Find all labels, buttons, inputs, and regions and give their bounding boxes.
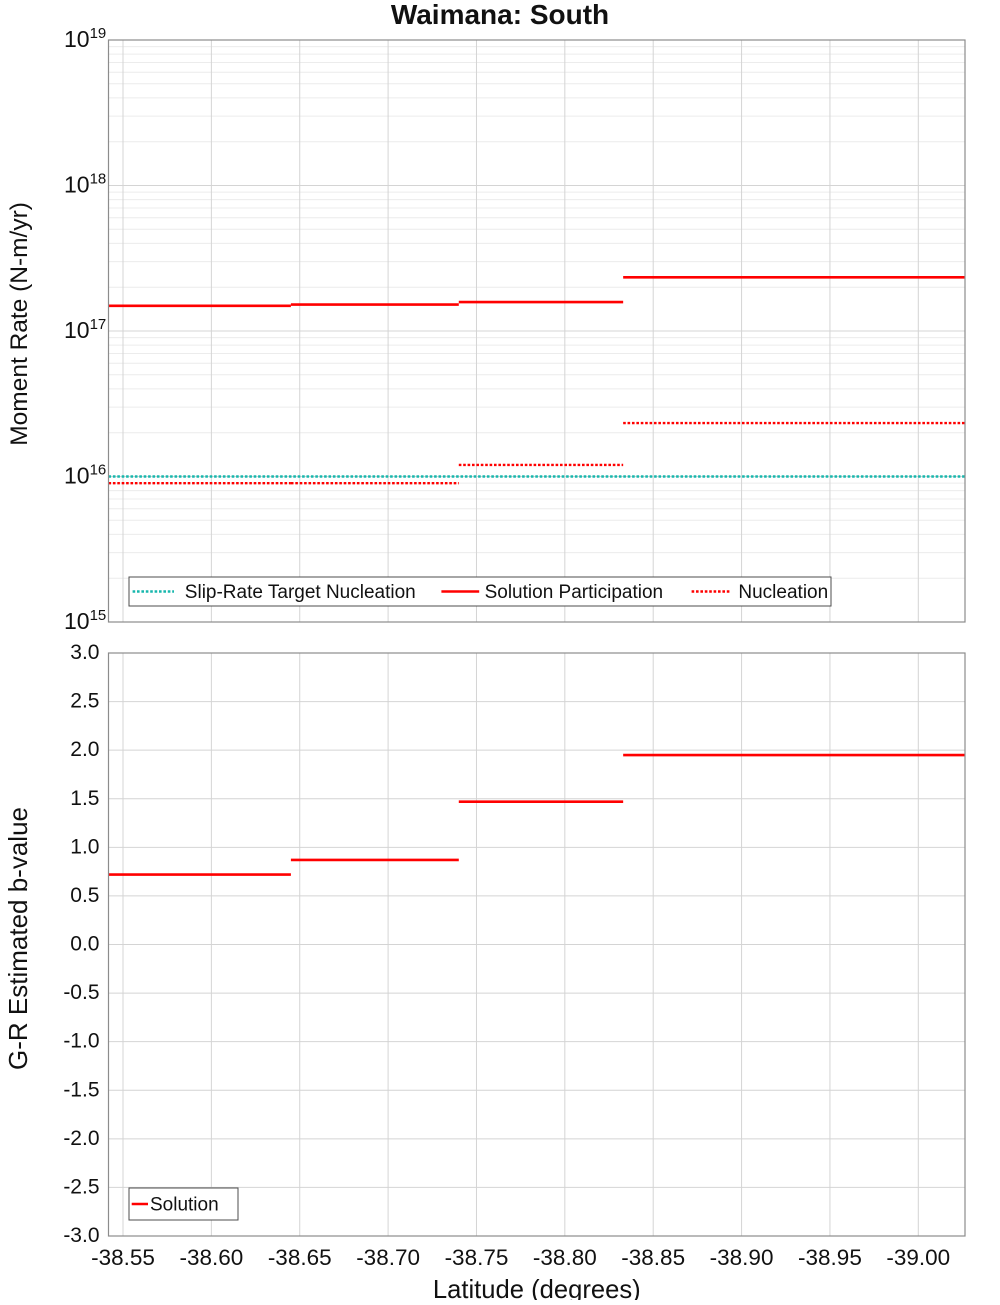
svg-text:3.0: 3.0 — [70, 641, 99, 664]
svg-text:-3.0: -3.0 — [63, 1224, 99, 1247]
svg-text:0.0: 0.0 — [70, 933, 99, 956]
svg-text:-38.60: -38.60 — [179, 1245, 243, 1270]
svg-text:-38.80: -38.80 — [533, 1245, 597, 1270]
svg-text:2.0: 2.0 — [70, 738, 99, 761]
svg-text:-1.0: -1.0 — [63, 1030, 99, 1053]
svg-text:Moment Rate (N-m/yr): Moment Rate (N-m/yr) — [6, 202, 33, 446]
svg-text:-38.85: -38.85 — [621, 1245, 685, 1270]
svg-text:-38.90: -38.90 — [710, 1245, 774, 1270]
svg-text:1.5: 1.5 — [70, 787, 99, 810]
svg-text:-1.5: -1.5 — [63, 1078, 99, 1101]
svg-text:0.5: 0.5 — [70, 884, 99, 907]
svg-text:-38.75: -38.75 — [445, 1245, 509, 1270]
svg-text:-38.65: -38.65 — [268, 1245, 332, 1270]
svg-text:-38.70: -38.70 — [356, 1245, 420, 1270]
svg-text:-2.0: -2.0 — [63, 1127, 99, 1150]
svg-text:G-R Estimated b-value: G-R Estimated b-value — [3, 807, 33, 1070]
svg-text:Latitude (degrees): Latitude (degrees) — [433, 1276, 641, 1300]
svg-text:-38.55: -38.55 — [91, 1245, 155, 1270]
svg-text:2.5: 2.5 — [70, 690, 99, 713]
svg-text:-2.5: -2.5 — [63, 1175, 99, 1198]
svg-text:1.0: 1.0 — [70, 835, 99, 858]
svg-text:Solution Participation: Solution Participation — [485, 582, 663, 603]
svg-text:Solution: Solution — [150, 1195, 219, 1216]
svg-text:-38.95: -38.95 — [798, 1245, 862, 1270]
svg-text:-39.00: -39.00 — [886, 1245, 950, 1270]
svg-text:-0.5: -0.5 — [63, 981, 99, 1004]
svg-text:Waimana: South: Waimana: South — [391, 0, 609, 30]
svg-text:Slip-Rate Target Nucleation: Slip-Rate Target Nucleation — [185, 582, 416, 603]
svg-text:Nucleation: Nucleation — [738, 582, 828, 603]
